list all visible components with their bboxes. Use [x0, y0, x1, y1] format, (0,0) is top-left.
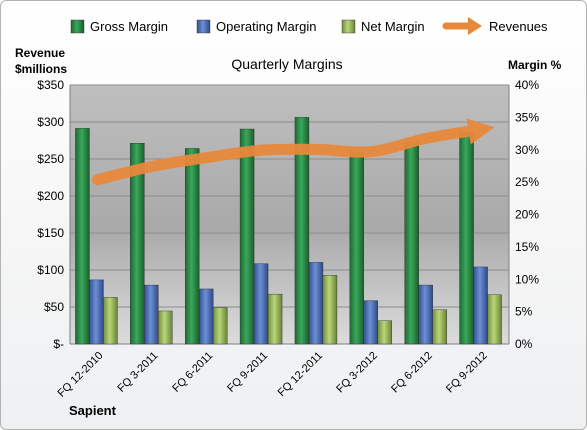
revenues-line — [91, 118, 495, 186]
y-axis-left: $- $50 $100 $150 $200 $250 $300 $350 — [37, 78, 64, 351]
y-tick-left: $50 — [44, 300, 64, 314]
net-margin-bar — [487, 294, 502, 345]
y-tick-left: $100 — [37, 263, 64, 277]
y-tick-left: $300 — [37, 115, 64, 129]
y-tick-left: $350 — [37, 78, 64, 92]
y-tick-right: 40% — [515, 78, 539, 92]
x-axis: FQ 12-2010 FQ 3-2011 FQ 6-2011 FQ 9-2011 FQ … — [56, 350, 490, 400]
operating-margin-bar — [473, 266, 488, 345]
y-axis-right-title: Margin % — [508, 58, 562, 72]
company-name: Sapient — [69, 403, 117, 418]
legend-label: Operating Margin — [216, 19, 316, 34]
y-tick-right: 15% — [515, 240, 539, 254]
net-margin-bar — [377, 320, 393, 345]
y-tick-left: $200 — [37, 189, 64, 203]
y-axis-right: 0% 5% 10% 15% 20% 25% 30% 35% 40% — [515, 78, 539, 351]
legend: Gross Margin Operating Margin Net Margin Re… — [70, 17, 548, 35]
gross-margin-bar — [75, 128, 90, 345]
operating-margin-bar — [253, 263, 269, 345]
bars — [75, 117, 502, 345]
y-tick-left: $250 — [37, 152, 64, 166]
gross-margin-bar — [459, 132, 474, 345]
y-tick-right: 10% — [515, 272, 539, 286]
operating-margin-bar — [363, 300, 379, 345]
gross-margin-bar — [349, 151, 365, 345]
operating-margin-legend-swatch — [196, 19, 211, 34]
legend-label: Net Margin — [361, 19, 425, 34]
net-margin-bar — [267, 293, 283, 345]
x-tick-label: FQ 9-2012 — [444, 350, 490, 396]
gross-margin-bar — [294, 117, 310, 345]
x-tick-label: FQ 12-2011 — [276, 350, 325, 399]
net-margin-bar — [322, 275, 338, 345]
net-margin-bar — [103, 297, 118, 345]
y-tick-right: 25% — [515, 175, 539, 189]
x-tick-label: FQ 9-2011 — [225, 350, 270, 395]
x-tick-label: FQ 6-2011 — [170, 350, 215, 395]
chart-title: Quarterly Margins — [231, 56, 342, 72]
y-tick-right: 0% — [515, 337, 533, 351]
net-margin-bar — [432, 309, 447, 345]
y-tick-right: 20% — [515, 208, 539, 222]
net-margin-bar — [212, 307, 228, 345]
y-axis-left-title-line2: $millions — [15, 62, 67, 76]
net-margin-legend-swatch — [341, 19, 356, 34]
gross-margin-bar — [184, 148, 200, 345]
y-axis-left-title-line1: Revenue — [15, 46, 65, 60]
operating-margin-bar — [89, 279, 104, 345]
gross-margin-bar — [239, 128, 255, 345]
x-tick-label: FQ 3-2011 — [115, 350, 160, 395]
x-tick-label: FQ 12-2010 — [56, 350, 106, 400]
legend-label: Gross Margin — [90, 19, 168, 34]
y-tick-left: $- — [53, 337, 64, 351]
y-tick-right: 30% — [515, 143, 539, 157]
operating-margin-bar — [198, 288, 214, 345]
net-margin-bar — [158, 310, 173, 345]
y-tick-left: $150 — [37, 226, 64, 240]
x-tick-label: FQ 3-2012 — [334, 350, 380, 396]
x-tick-label: FQ 6-2012 — [389, 350, 435, 396]
operating-margin-bar — [418, 284, 433, 345]
gross-margin-bar — [130, 143, 145, 345]
gross-margin-legend-swatch — [70, 19, 85, 34]
operating-margin-bar — [144, 284, 159, 345]
gross-margin-bar — [404, 142, 419, 345]
legend-label: Revenues — [489, 19, 548, 34]
revenues-legend-arrow — [468, 17, 482, 35]
y-tick-right: 35% — [515, 110, 539, 124]
revenue-series — [91, 118, 495, 186]
y-tick-right: 5% — [515, 305, 533, 319]
operating-margin-bar — [308, 262, 324, 345]
